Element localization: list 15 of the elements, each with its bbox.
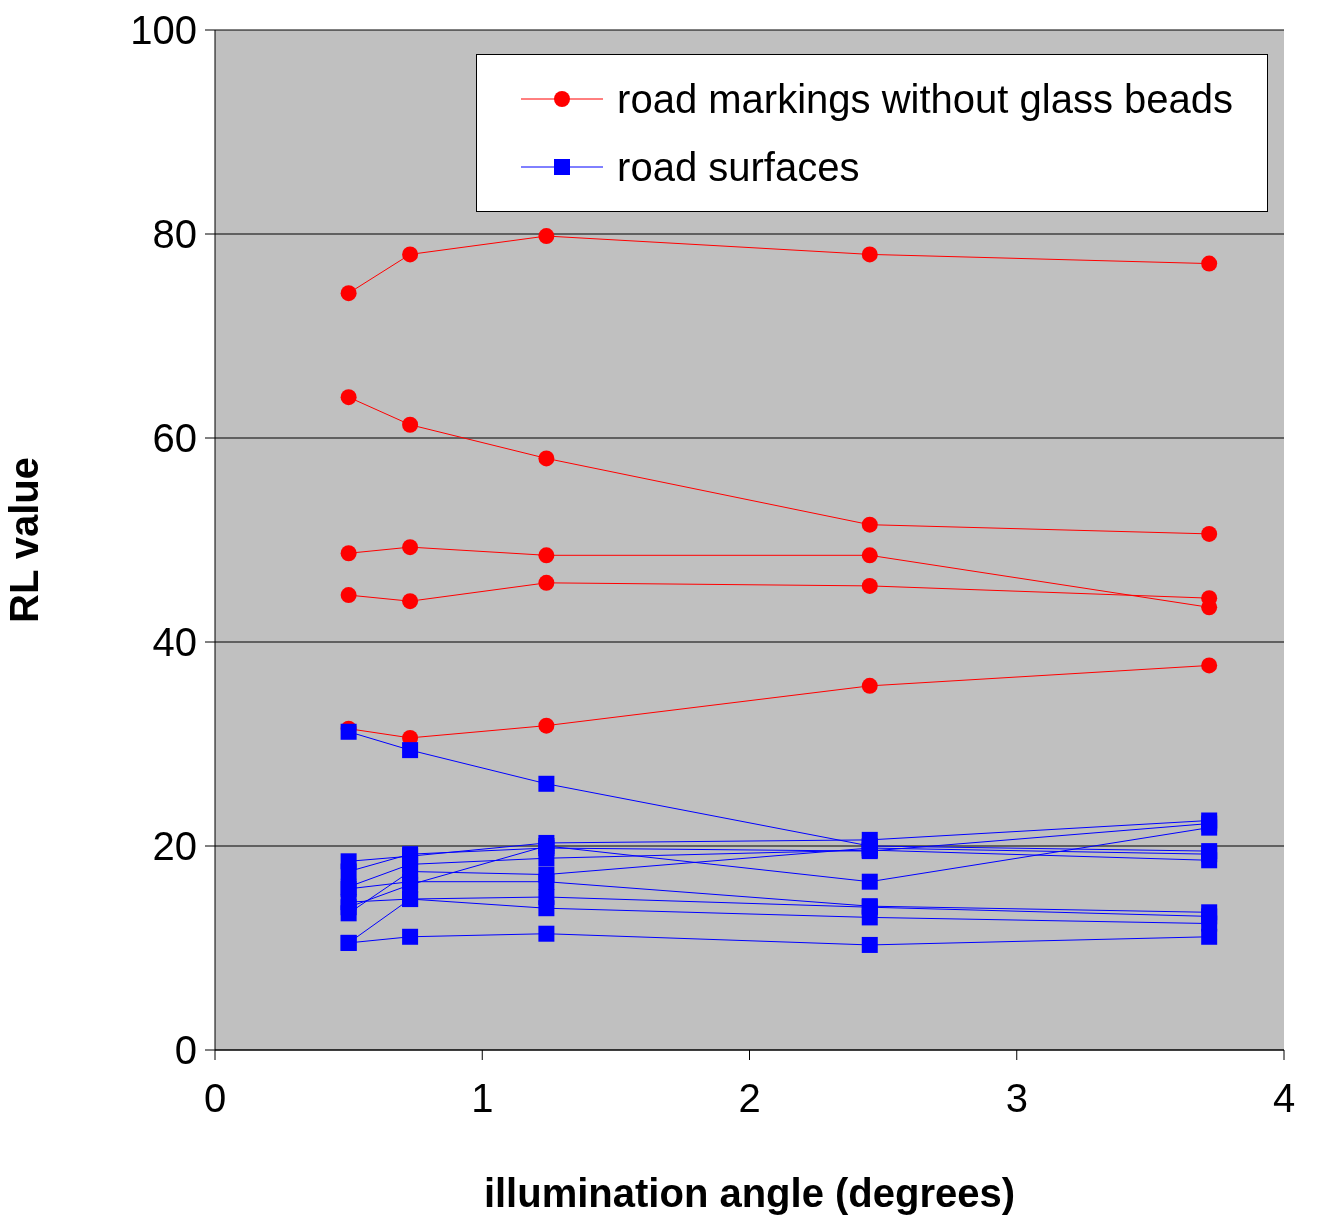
y-tick-label: 80 [152, 212, 197, 257]
x-tick-label: 3 [1005, 1076, 1028, 1121]
y-tick-label: 0 [174, 1028, 197, 1073]
x-tick-label: 4 [1272, 1076, 1296, 1121]
x-axis-title: illumination angle (degrees) [483, 1171, 1016, 1215]
x-tick-label: 2 [738, 1076, 761, 1121]
x-tick-label: 0 [203, 1076, 227, 1121]
x-tick-label: 1 [471, 1076, 494, 1121]
y-tick-label: 100 [130, 8, 197, 53]
y-axis-title: RL value [2, 457, 47, 623]
y-tick-label: 40 [152, 620, 197, 665]
legend-label: road surfaces [617, 144, 860, 190]
legend-label: road markings without glass beads [617, 76, 1233, 122]
y-tick-label: 20 [152, 824, 197, 869]
y-tick-label: 60 [152, 416, 197, 461]
